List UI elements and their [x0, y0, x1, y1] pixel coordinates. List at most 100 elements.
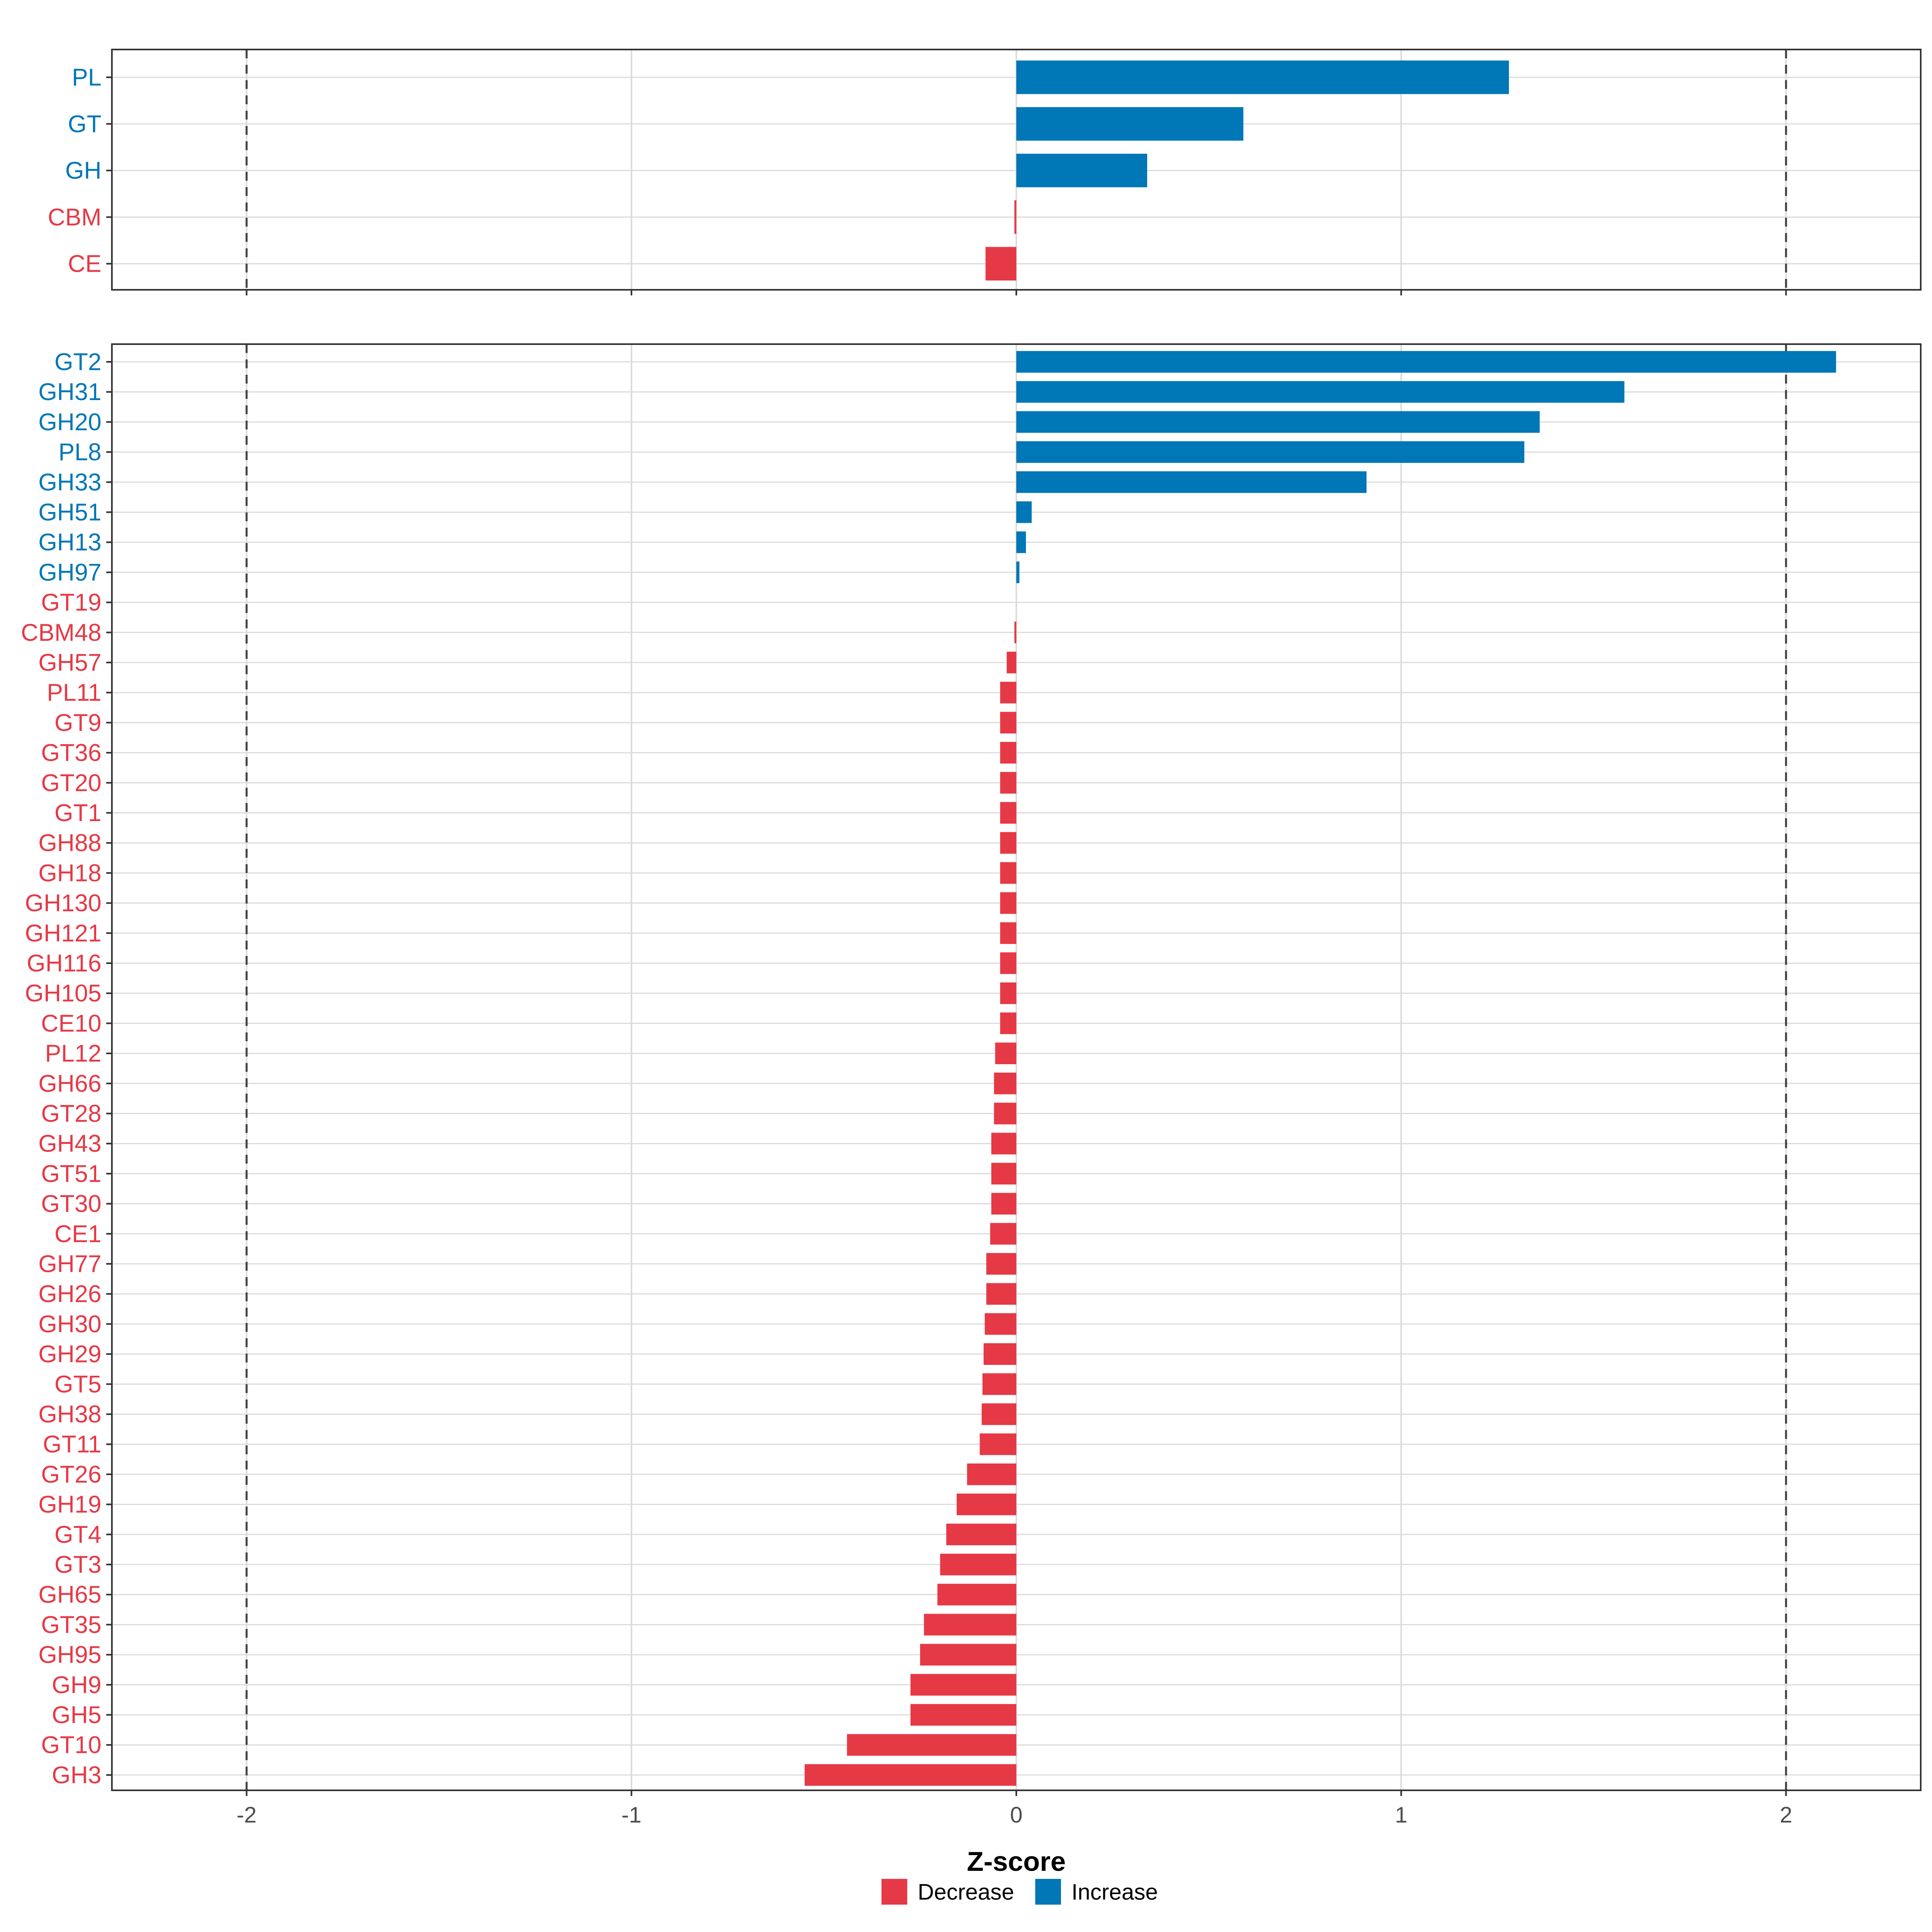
bar-gh95	[920, 1644, 1016, 1666]
category-label-gh97: GH97	[38, 559, 101, 586]
category-label-gh105: GH105	[25, 980, 101, 1007]
bar-ce	[985, 247, 1016, 281]
category-label-gh26: GH26	[38, 1280, 101, 1307]
category-label-gt10: GT10	[41, 1732, 101, 1759]
category-label-ce: CE	[68, 250, 101, 277]
category-label-cbm48: CBM48	[21, 619, 101, 646]
x-tick-label: 2	[1780, 1802, 1792, 1827]
category-label-gh33: GH33	[38, 469, 101, 495]
bar-gt26	[967, 1463, 1016, 1485]
category-label-gh121: GH121	[25, 920, 101, 947]
bar-gt9	[1000, 712, 1016, 734]
bar-gh13	[1016, 531, 1026, 553]
x-axis: -2 -1 0 1 2 Z-score	[237, 1802, 1792, 1877]
bar-gt36	[1000, 742, 1016, 764]
bar-pl	[1016, 60, 1509, 94]
bar-pl11	[1000, 681, 1016, 704]
category-label-gh29: GH29	[38, 1341, 101, 1368]
category-label-ce1: CE1	[54, 1220, 101, 1247]
category-label-gh116: GH116	[27, 950, 101, 977]
legend: Decrease Increase	[881, 1879, 1158, 1905]
category-label-gt1: GT1	[54, 799, 101, 826]
category-label-gh20: GH20	[38, 409, 101, 436]
bar-gh97	[1016, 561, 1020, 583]
bar-gh88	[1000, 832, 1016, 854]
category-label-gh57: GH57	[38, 649, 101, 676]
bar-gt51	[991, 1163, 1016, 1185]
x-tick-label: 1	[1395, 1802, 1408, 1827]
x-tick-label: -2	[237, 1802, 257, 1827]
category-label-gh: GH	[65, 157, 101, 184]
category-label-gh51: GH51	[38, 499, 101, 526]
legend-key-decrease	[881, 1879, 907, 1905]
bar-gh29	[983, 1343, 1016, 1365]
category-label-cbm: CBM	[48, 204, 101, 231]
category-label-pl8: PL8	[58, 439, 101, 466]
bar-gh19	[956, 1493, 1016, 1515]
category-label-gh95: GH95	[38, 1641, 101, 1668]
legend-key-increase	[1035, 1879, 1061, 1905]
bar-gh9	[910, 1674, 1016, 1696]
x-tick-label: -1	[621, 1802, 642, 1827]
bar-gt2	[1016, 351, 1836, 373]
category-label-gt4: GT4	[54, 1521, 101, 1548]
category-label-gt19: GT19	[41, 589, 101, 616]
bar-cbm	[1014, 200, 1016, 234]
bar-gh31	[1016, 381, 1624, 403]
bar-gh26	[986, 1283, 1016, 1305]
category-label-gh30: GH30	[38, 1311, 101, 1338]
category-label-gt2: GT2	[54, 349, 101, 376]
bar-gh33	[1016, 471, 1367, 493]
category-label-gt: GT	[68, 110, 101, 137]
bar-gt20	[1000, 772, 1016, 794]
category-label-gt11: GT11	[43, 1431, 101, 1458]
category-label-ce10: CE10	[41, 1010, 101, 1037]
bar-gt5	[982, 1373, 1016, 1395]
bar-gt	[1016, 107, 1244, 141]
bar-ce10	[1000, 1012, 1016, 1034]
category-label-pl12: PL12	[45, 1040, 101, 1067]
category-label-gt28: GT28	[41, 1100, 101, 1127]
category-label-gh13: GH13	[38, 529, 101, 556]
bar-pl12	[995, 1042, 1016, 1064]
category-label-gh88: GH88	[38, 830, 101, 857]
category-label-gh77: GH77	[38, 1251, 101, 1278]
bar-gt10	[847, 1734, 1016, 1756]
bar-gh20	[1016, 411, 1540, 433]
category-label-pl11: PL11	[47, 679, 101, 706]
category-label-gh9: GH9	[52, 1671, 101, 1698]
bar-gh130	[1000, 892, 1016, 914]
category-label-gt5: GT5	[54, 1371, 101, 1397]
category-label-gh130: GH130	[25, 890, 101, 916]
category-label-gt51: GT51	[41, 1160, 101, 1187]
bar-cbm48	[1014, 621, 1016, 644]
category-label-gh19: GH19	[38, 1491, 101, 1518]
bar-gh51	[1016, 501, 1032, 523]
legend-label-decrease: Decrease	[918, 1879, 1014, 1905]
bar-gt4	[946, 1523, 1016, 1546]
bar-gt11	[980, 1433, 1016, 1455]
category-label-gt30: GT30	[41, 1190, 101, 1217]
panel-family: PL GT GH CBM CE	[48, 49, 1922, 295]
bar-gt28	[994, 1102, 1016, 1125]
bar-pl8	[1016, 441, 1525, 463]
bar-gh57	[1007, 652, 1016, 673]
bar-gh65	[937, 1583, 1016, 1606]
bar-gt30	[991, 1193, 1016, 1215]
bar-gt1	[1000, 802, 1016, 824]
bar-gh3	[805, 1764, 1016, 1786]
category-label-gh18: GH18	[38, 859, 101, 886]
bar-gt35	[924, 1614, 1016, 1636]
x-tick-label: 0	[1010, 1802, 1022, 1827]
bar-gh30	[985, 1313, 1016, 1335]
bar-gh	[1016, 153, 1148, 188]
bar-gh77	[986, 1253, 1016, 1275]
bar-gh43	[991, 1133, 1016, 1155]
category-label-gt36: GT36	[41, 739, 101, 766]
bar-ce1	[990, 1223, 1016, 1245]
legend-label-increase: Increase	[1071, 1879, 1158, 1905]
category-label-gh66: GH66	[38, 1070, 101, 1097]
category-label-gt3: GT3	[54, 1551, 101, 1578]
